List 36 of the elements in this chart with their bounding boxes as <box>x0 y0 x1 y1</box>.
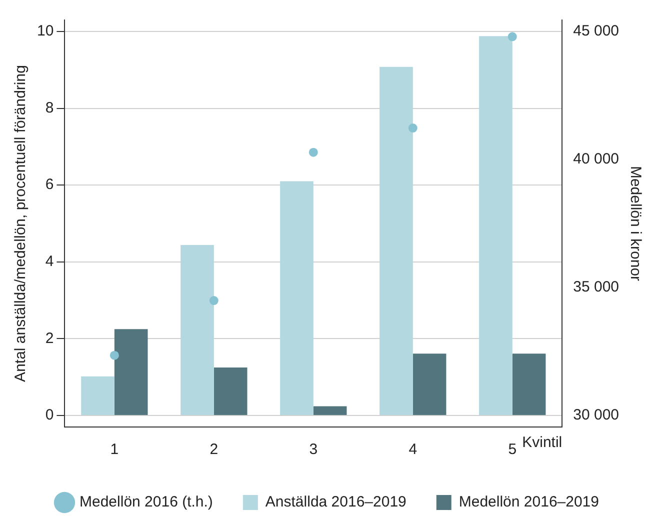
point <box>110 350 119 360</box>
point <box>508 32 517 42</box>
y-tick-label: 8 <box>45 99 54 116</box>
point <box>308 148 318 157</box>
legend-label: Medellön 2016–2019 <box>458 494 599 511</box>
y-tick-label: 2 <box>45 330 54 347</box>
x-tick-label: 5 <box>508 441 517 458</box>
point <box>209 296 218 306</box>
legend-label: Medellön 2016 (t.h.) <box>80 494 213 511</box>
y2-tick-label: 40 000 <box>573 150 620 168</box>
x-tick-label: 3 <box>309 441 318 458</box>
y2-axis-title: Medellön i kronor <box>626 166 644 282</box>
bar <box>114 329 148 415</box>
y2-tick-label: 45 000 <box>573 22 620 40</box>
x-tick-label: 2 <box>210 441 218 458</box>
bar <box>412 354 446 415</box>
bar <box>380 66 413 415</box>
bar <box>512 354 546 415</box>
x-tick-label: 4 <box>408 441 418 458</box>
y2-tick-label: 30 000 <box>573 406 620 424</box>
bar <box>214 367 248 415</box>
y2-tick-label: 35 000 <box>573 278 620 296</box>
bar <box>81 376 114 415</box>
x-axis-title: Kvintil <box>522 434 562 452</box>
y-axis-title: Antal anställda/medellön, procentuell förändring <box>12 65 30 382</box>
bar <box>479 36 512 415</box>
point <box>408 124 418 133</box>
y-tick-label: 4 <box>45 253 54 270</box>
x-tick-label: 1 <box>110 441 119 458</box>
bar <box>313 406 347 415</box>
y-tick-label: 10 <box>36 22 54 40</box>
legend-label: Anställda 2016–2019 <box>265 494 406 511</box>
bar <box>180 245 214 415</box>
y-tick-label: 0 <box>45 406 54 424</box>
y-tick-label: 6 <box>45 176 54 194</box>
bar <box>280 181 314 415</box>
